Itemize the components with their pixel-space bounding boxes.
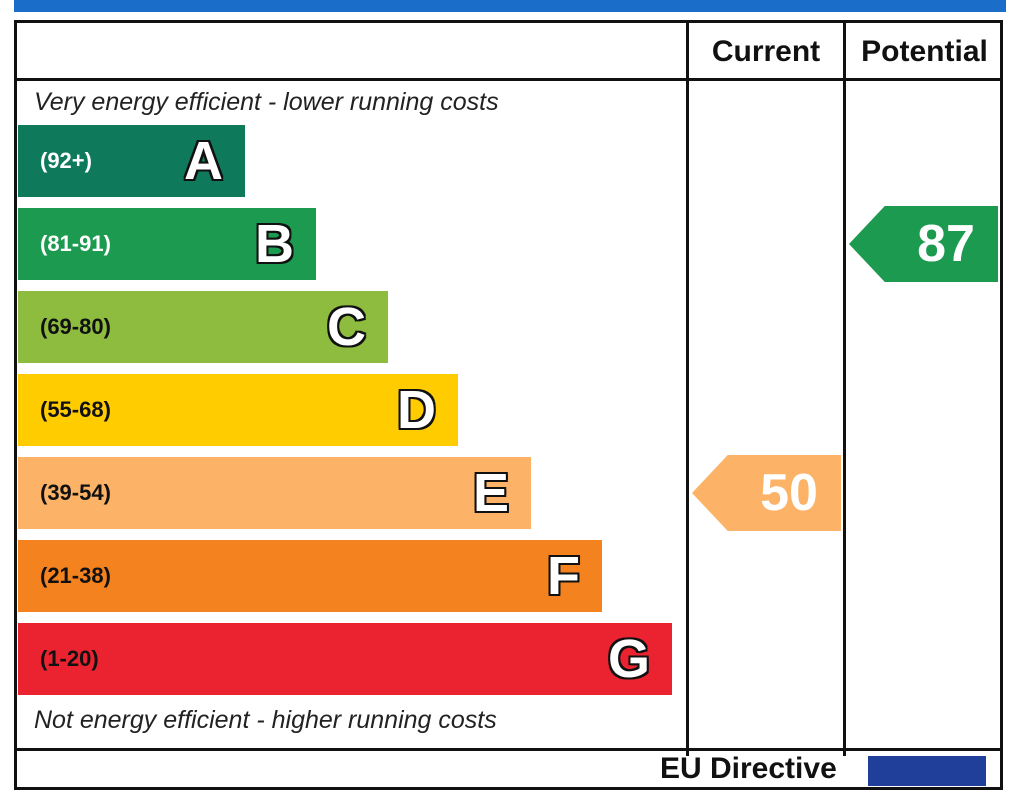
band-c-range: (69-80) — [40, 314, 111, 339]
top-caption: Very energy efficient - lower running co… — [34, 88, 499, 116]
band-a-letter: A — [184, 131, 223, 191]
potential-rating-arrow: 87 — [849, 206, 998, 282]
potential-header: Potential — [861, 35, 988, 68]
current-rating-arrow: 50 — [692, 455, 841, 531]
band-b-letter: B — [255, 214, 294, 274]
band-b: (81-91) B — [18, 208, 316, 280]
band-f-range: (21-38) — [40, 563, 111, 588]
band-e-range: (39-54) — [40, 480, 111, 505]
band-a-range: (92+) — [40, 148, 92, 173]
bottom-caption: Not energy efficient - higher running co… — [34, 706, 497, 734]
band-c-letter: C — [327, 297, 366, 357]
band-f: (21-38) F — [18, 540, 602, 612]
band-d-range: (55-68) — [40, 397, 111, 422]
header-divider — [14, 78, 1003, 81]
band-e: (39-54) E — [18, 457, 531, 529]
band-b-range: (81-91) — [40, 231, 111, 256]
band-d-letter: D — [397, 380, 436, 440]
current-rating-value: 50 — [760, 464, 818, 522]
band-e-letter: E — [472, 463, 509, 523]
band-g-range: (1-20) — [40, 646, 99, 671]
top-banner — [14, 0, 1006, 12]
footer-directive-text: EU Directive — [660, 752, 837, 785]
eu-flag-icon — [868, 756, 986, 786]
divider-potential — [843, 20, 846, 756]
band-d: (55-68) D — [18, 374, 458, 446]
footer-divider — [14, 748, 1003, 751]
band-g: (1-20) G — [18, 623, 672, 695]
band-a: (92+) A — [18, 125, 245, 197]
divider-current — [686, 20, 689, 756]
potential-rating-value: 87 — [917, 215, 975, 273]
current-header: Current — [711, 35, 821, 68]
band-g-letter: G — [607, 629, 650, 689]
band-f-letter: F — [547, 546, 580, 606]
band-c: (69-80) C — [18, 291, 388, 363]
